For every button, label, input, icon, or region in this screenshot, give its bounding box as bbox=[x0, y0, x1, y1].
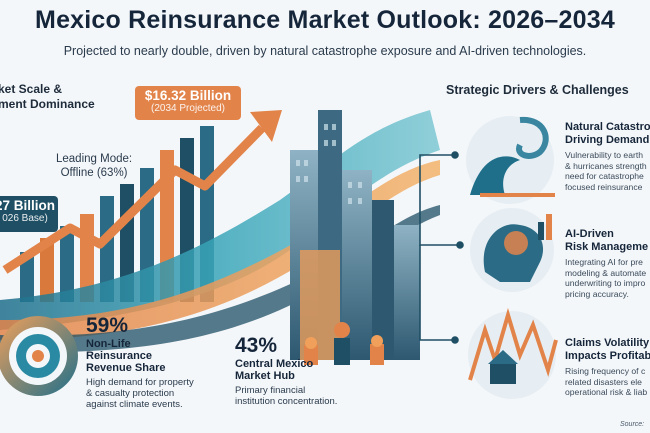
driver-natural-catastrophe: Natural Catastro Driving Demand Vulnerab… bbox=[565, 121, 650, 192]
bar bbox=[40, 238, 54, 302]
driver-desc-line: focused reinsurance bbox=[565, 181, 643, 192]
drivers-heading: Strategic Drivers & Challenges bbox=[446, 83, 629, 97]
page-subtitle: Projected to nearly double, driven by na… bbox=[63, 44, 587, 58]
driver-desc-line: related disasters ele bbox=[565, 376, 642, 387]
mode-line: Leading Mode: bbox=[56, 153, 133, 165]
stat-desc-line: institution concentration. bbox=[235, 396, 338, 407]
driver-desc: Rising frequency of c related disasters … bbox=[565, 366, 650, 398]
city-towers bbox=[290, 110, 420, 360]
stat-value: 59% bbox=[86, 314, 129, 337]
market-hub-stat: 43% Central Mexico Market Hub Primary fi… bbox=[235, 334, 345, 407]
driver-desc-line: Rising frequency of c bbox=[565, 366, 646, 376]
driver-desc-line: Vulnerability to earth bbox=[565, 150, 644, 160]
page-title: Mexico Reinsurance Market Outlook: 2026–… bbox=[35, 6, 615, 34]
stat-name-line: Central Mexico bbox=[235, 358, 314, 370]
base-note: 026 Base) bbox=[2, 213, 48, 224]
base-value: 27 Billion bbox=[0, 198, 55, 213]
driver-desc-line: pricing accuracy. bbox=[565, 288, 629, 299]
driver-title-line: Driving Demand bbox=[565, 134, 650, 146]
driver-title-line: Natural Catastro bbox=[565, 121, 650, 133]
growth-arrow-head bbox=[250, 110, 282, 142]
base-value-badge: 27 Billion 026 Base) bbox=[0, 196, 58, 232]
driver-title-line: Risk Manageme bbox=[565, 241, 649, 253]
driver-desc-line: operational risk & liab bbox=[565, 387, 648, 397]
heading-line: ment Dominance bbox=[0, 97, 95, 111]
driver-title-line: AI-Driven bbox=[565, 228, 614, 240]
driver-desc: Vulnerability to earth & hurricanes stre… bbox=[565, 150, 650, 192]
stat-value: 43% bbox=[235, 334, 278, 357]
stat-desc-line: Primary financial bbox=[235, 385, 306, 396]
revenue-share-stat: 59% Non-Life Reinsurance Revenue Share H… bbox=[86, 314, 198, 410]
stat-name-line: Reinsurance bbox=[86, 350, 153, 362]
source-label: Source: bbox=[620, 421, 645, 428]
swirl-emblem bbox=[0, 316, 78, 396]
stat-name-line: Non-Life bbox=[86, 338, 131, 350]
stat-name-line: Market Hub bbox=[235, 370, 295, 382]
driver-desc-line: underwriting to impro bbox=[565, 278, 646, 288]
leading-mode-label: Leading Mode: Offline (63%) bbox=[56, 152, 132, 180]
ai-brain-icon bbox=[470, 208, 554, 292]
bar bbox=[20, 252, 34, 302]
infographic-illustration bbox=[0, 110, 558, 399]
stat-desc-line: High demand for property bbox=[86, 377, 194, 388]
projected-value-badge: $16.32 Billion (2034 Projected) bbox=[135, 86, 241, 120]
bar bbox=[100, 196, 114, 302]
driver-desc-line: need for catastrophe bbox=[565, 171, 644, 181]
mode-line: Offline (63%) bbox=[60, 167, 128, 179]
stat-desc-line: & casualty protection bbox=[86, 388, 175, 399]
stat-desc-line: against climate events. bbox=[86, 399, 183, 410]
driver-ai-risk: AI-Driven Risk Manageme Integrating AI f… bbox=[565, 228, 650, 299]
driver-claims-volatility: Claims Volatility Impacts Profitab Risin… bbox=[565, 337, 650, 398]
projected-note: (2034 Projected) bbox=[151, 103, 225, 114]
driver-desc: Integrating AI for pre modeling & automa… bbox=[565, 257, 650, 299]
market-scale-heading: ket Scale & ment Dominance bbox=[0, 82, 95, 112]
growth-arrow bbox=[2, 124, 266, 274]
hurricane-wave-icon bbox=[466, 116, 555, 204]
driver-desc-line: Integrating AI for pre bbox=[565, 257, 643, 267]
driver-title-line: Impacts Profitab bbox=[565, 350, 650, 362]
projected-value: $16.32 Billion bbox=[144, 88, 232, 103]
stat-name-line: Revenue Share bbox=[86, 362, 166, 374]
driver-title-line: Claims Volatility bbox=[565, 337, 650, 349]
bar bbox=[60, 226, 74, 302]
coin-stacks bbox=[304, 322, 384, 365]
connector-lines bbox=[419, 151, 464, 344]
driver-desc-line: & hurricanes strength bbox=[565, 160, 647, 171]
driver-desc-line: modeling & automate bbox=[565, 267, 647, 278]
heading-line: ket Scale & bbox=[0, 82, 63, 96]
volatility-chart-icon bbox=[468, 307, 558, 399]
